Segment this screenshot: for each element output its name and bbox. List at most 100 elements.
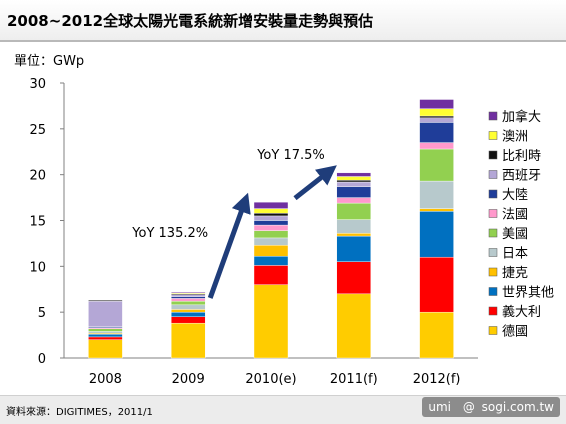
y-tick-label: 25 <box>29 123 46 138</box>
bar-segment <box>253 256 289 266</box>
bar-segment <box>88 339 123 359</box>
bar-segment <box>170 300 206 306</box>
legend-label: 義大利 <box>502 304 541 320</box>
bar-segment <box>88 300 123 302</box>
bar-segment <box>170 291 206 294</box>
bar-segment <box>336 235 371 262</box>
bar-segment <box>253 212 289 217</box>
bar-segment <box>419 208 454 212</box>
bar-segment <box>419 148 454 182</box>
x-tick-label: 2009 <box>172 372 205 387</box>
legend-label: 法國 <box>502 208 528 223</box>
title-bar: 2008~2012全球太陽光電系統新增安裝量走勢與預估 <box>0 0 566 42</box>
bar-segment <box>336 261 371 295</box>
yoy-label: YoY 135.2% <box>131 226 208 241</box>
x-tick-label: 2011(f) <box>330 372 378 387</box>
legend-swatch <box>488 248 498 257</box>
x-tick-label: 2010(e) <box>245 372 296 387</box>
bar-segment <box>88 300 123 328</box>
yoy-label: YoY 17.5% <box>256 148 325 163</box>
legend-swatch <box>488 326 498 335</box>
bar-segment <box>170 304 206 310</box>
bar-segment <box>336 179 371 183</box>
y-tick-label: 15 <box>29 215 46 230</box>
chart-title: 2008~2012全球太陽光電系統新增安裝量走勢與預估 <box>7 12 374 30</box>
yoy-arrow <box>293 165 337 201</box>
legend-swatch <box>488 287 498 296</box>
legend-swatch <box>488 228 498 238</box>
legend-swatch <box>488 170 498 179</box>
bar-segment <box>170 311 206 317</box>
bar-segment <box>253 245 289 257</box>
y-tick-label: 20 <box>29 169 46 184</box>
y-tick-label: 30 <box>29 77 46 92</box>
bar-segment <box>419 180 454 209</box>
legend-swatch <box>488 189 498 199</box>
bar-segment <box>336 181 371 187</box>
source-note: 資料來源：DIGITIMES，2011/1 <box>6 407 153 418</box>
yoy-arrow <box>207 192 251 299</box>
bar-segment <box>170 322 206 359</box>
bar-segment <box>336 202 371 220</box>
legend-swatch <box>488 150 498 160</box>
bar-segment <box>419 211 454 258</box>
bar-segment <box>336 293 371 359</box>
bar-segment <box>419 256 454 313</box>
legend-swatch <box>488 306 498 316</box>
legend-label: 比利時 <box>502 149 541 164</box>
watermark-site: sogi.com.tw <box>481 400 554 414</box>
bar-segment <box>170 309 206 313</box>
legend-swatch <box>488 111 498 121</box>
legend-swatch <box>488 131 498 140</box>
x-tick-label: 2008 <box>89 372 122 387</box>
bar-segment <box>419 311 454 359</box>
bar-segment <box>419 122 454 143</box>
bar-segment <box>253 265 289 285</box>
bar-segment <box>253 224 289 231</box>
legend-label: 捷克 <box>502 266 528 281</box>
bar-segment <box>253 201 289 209</box>
unit-label: 單位：GWp <box>14 54 85 69</box>
legend-label: 西班牙 <box>502 169 541 184</box>
bar-segment <box>336 172 371 177</box>
bar-segment <box>88 336 123 340</box>
x-tick-label: 2012(f) <box>413 372 461 387</box>
bar-segment <box>253 284 289 359</box>
bar-segment <box>253 237 289 246</box>
bar-segment <box>170 296 206 299</box>
footer-bar: 資料來源：DIGITIMES，2011/1 umi @ sogi.com.tw <box>0 395 566 424</box>
watermark: umi @ sogi.com.tw <box>422 397 560 417</box>
bar-segment <box>253 215 289 221</box>
bar-segment <box>336 197 371 204</box>
legend-label: 加拿大 <box>502 109 541 125</box>
bar-segment <box>88 333 123 338</box>
bar-segment <box>253 220 289 226</box>
bar-segment <box>419 115 454 119</box>
legend-label: 澳洲 <box>502 129 528 145</box>
legend-swatch <box>488 209 498 218</box>
bar-segment <box>88 331 123 334</box>
bar-segment <box>419 99 454 109</box>
bar-segment <box>336 233 371 237</box>
legend-swatch <box>488 267 498 277</box>
y-tick-label: 10 <box>29 260 46 275</box>
bar-segment <box>88 328 123 332</box>
legend-label: 大陸 <box>502 187 528 203</box>
watermark-user: umi <box>428 400 452 414</box>
bar-segment <box>336 219 371 234</box>
legend-label: 日本 <box>502 247 528 262</box>
bar-segment <box>419 142 454 150</box>
bar-segment <box>170 316 206 324</box>
legend-label: 世界其他 <box>502 286 554 301</box>
bar-segment <box>170 298 206 302</box>
bar-segment <box>336 186 371 198</box>
y-tick-label: 0 <box>38 352 46 367</box>
stacked-bar-chart: 0 5 10 15 20 25 30 2008 2009 2010(e) 2011(f) 2012(f… <box>29 77 554 387</box>
watermark-at: @ <box>462 400 475 414</box>
bar-segment <box>253 208 289 214</box>
legend-label: 德國 <box>502 325 528 340</box>
y-tick-label: 5 <box>38 306 46 321</box>
bar-segment <box>170 294 206 297</box>
bar-segment <box>336 176 371 181</box>
bar-segment <box>253 230 289 239</box>
